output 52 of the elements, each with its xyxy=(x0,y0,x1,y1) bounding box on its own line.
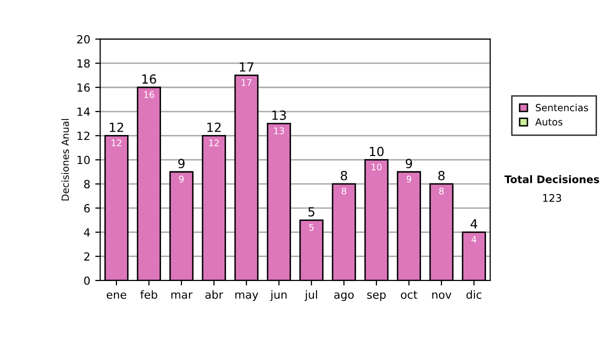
data-label: 12 xyxy=(209,139,219,146)
x-tick-label: ene xyxy=(106,292,126,299)
y-tick-label: 14 xyxy=(78,108,90,116)
data-label: 9 xyxy=(179,176,184,182)
y-tick-label: 2 xyxy=(84,252,90,261)
text: 123 xyxy=(543,194,562,202)
data-label: 10 xyxy=(372,164,382,170)
data-label: 17 xyxy=(242,79,252,86)
total-label: 10 xyxy=(370,146,384,156)
total-label: 12 xyxy=(110,122,124,132)
total-label: 16 xyxy=(142,74,156,84)
x-tick-label: may xyxy=(235,292,258,301)
legend-label: Sentencias xyxy=(536,104,588,112)
y-tick-label: 8 xyxy=(84,180,90,188)
y-axis-title: Decisiones Anual xyxy=(61,119,69,200)
data-label: 13 xyxy=(274,127,284,134)
y-tick-label: 18 xyxy=(78,59,90,68)
x-tick-label: mar xyxy=(171,292,193,299)
total-label: 8 xyxy=(340,170,348,180)
y-tick-label: 12 xyxy=(78,132,90,140)
data-label: 8 xyxy=(342,188,346,195)
total-label: 17 xyxy=(240,62,254,72)
y-tick-label: 10 xyxy=(78,156,90,164)
data-label: 5 xyxy=(309,224,314,231)
total-label: 13 xyxy=(272,110,286,120)
data-label: 16 xyxy=(144,91,154,98)
x-tick-label: jul xyxy=(304,290,318,301)
x-tick-label: oct xyxy=(400,290,418,299)
x-tick-label: dic xyxy=(466,290,482,299)
total-label: 8 xyxy=(438,170,445,180)
y-tick-label: 0 xyxy=(84,276,90,285)
total-label: 9 xyxy=(406,158,412,168)
data-label: 4 xyxy=(472,236,476,243)
text: Total Decisiones xyxy=(504,175,600,184)
total-label: 4 xyxy=(470,219,478,228)
x-tick-label: feb xyxy=(140,290,158,299)
y-tick-label: 6 xyxy=(84,204,90,212)
x-tick-label: nov xyxy=(432,292,452,299)
total-label: 5 xyxy=(308,207,314,217)
x-tick-label: sep xyxy=(367,292,386,301)
y-tick-label: 20 xyxy=(77,35,90,44)
x-tick-label: abr xyxy=(205,290,224,299)
y-tick-label: 4 xyxy=(84,228,90,236)
data-label: 12 xyxy=(112,139,122,146)
total-label: 12 xyxy=(207,122,221,132)
data-label: 8 xyxy=(439,188,444,195)
total-label: 9 xyxy=(178,158,185,168)
y-tick-label: 16 xyxy=(78,83,90,92)
x-tick-label: ago xyxy=(334,292,354,301)
data-label: 9 xyxy=(406,176,412,182)
legend-label: Autos xyxy=(535,118,562,126)
x-tick-label: jun xyxy=(270,290,287,301)
